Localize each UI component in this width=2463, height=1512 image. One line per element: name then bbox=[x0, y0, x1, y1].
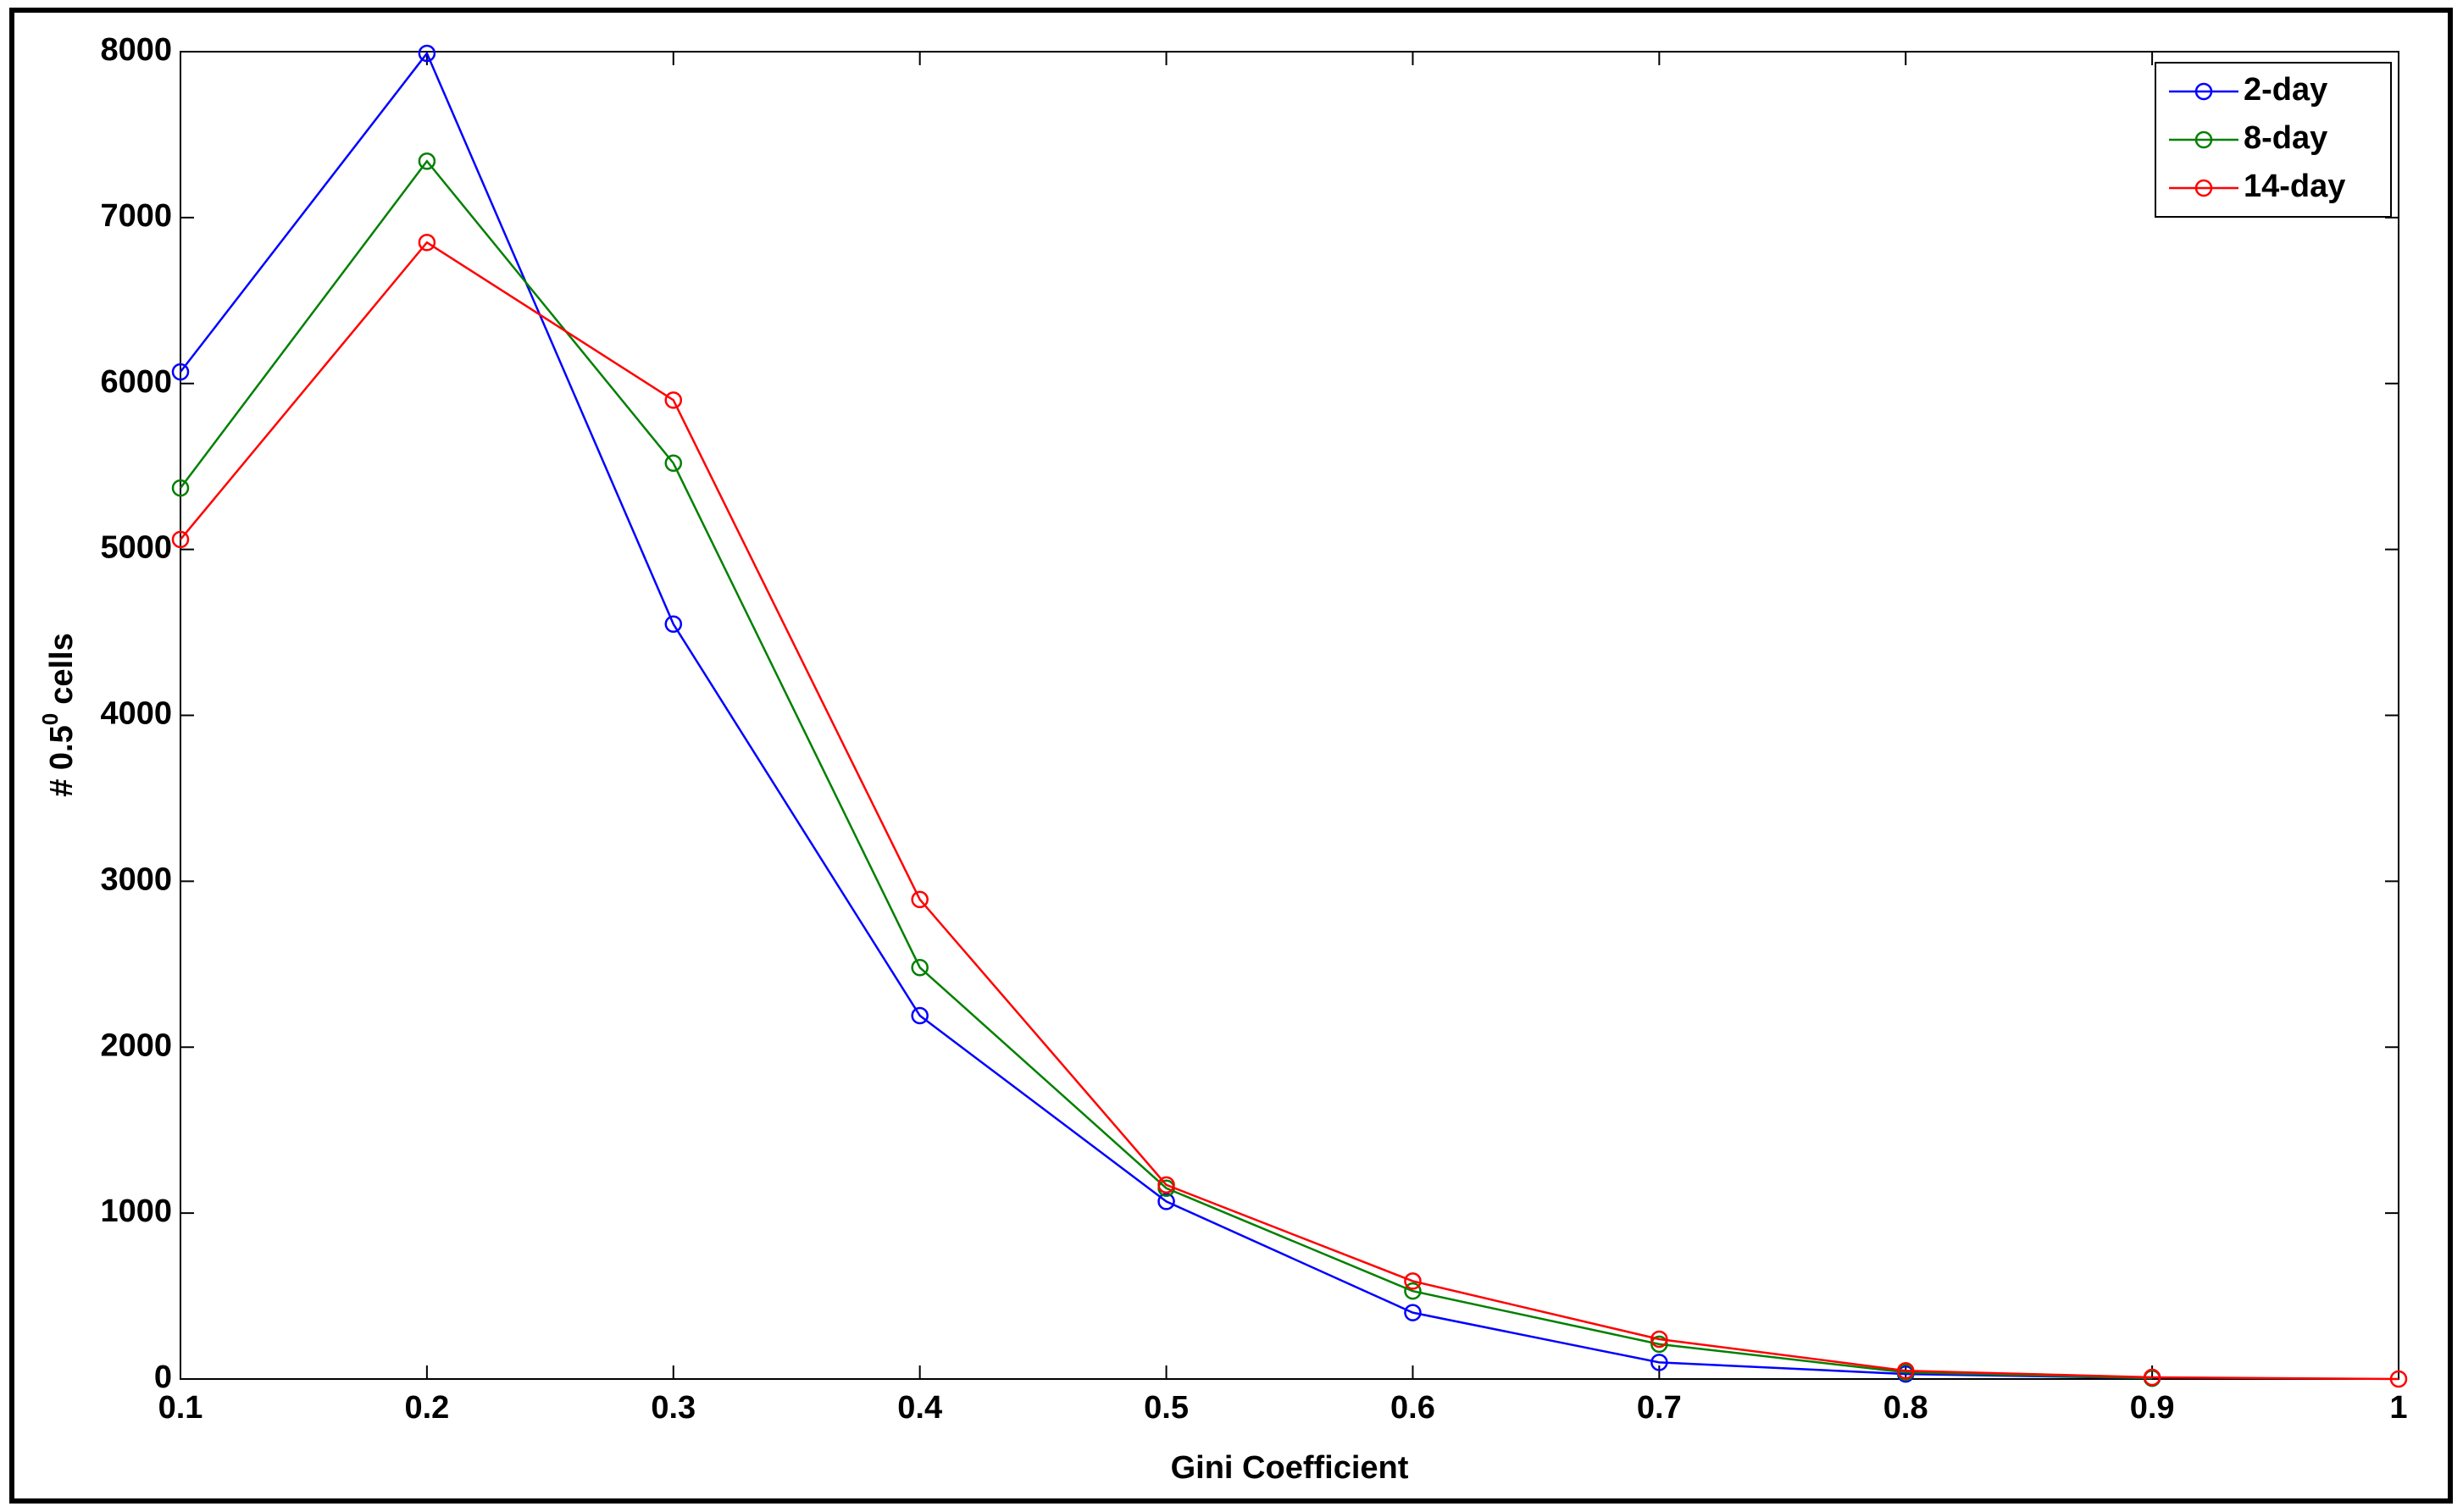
series-line bbox=[180, 241, 2399, 1381]
y-tick-label: 3000 bbox=[100, 861, 172, 897]
point bbox=[2143, 1368, 2161, 1387]
x-tick-label: 0.7 bbox=[1637, 1390, 1682, 1426]
plot-area bbox=[180, 51, 2399, 1380]
y-tick-label: 1000 bbox=[100, 1194, 172, 1229]
y-tick-label: 7000 bbox=[100, 198, 172, 234]
legend-marker bbox=[2194, 82, 2213, 101]
point bbox=[1650, 1335, 1668, 1354]
y-tick-label: 4000 bbox=[100, 696, 172, 732]
point bbox=[1650, 1354, 1668, 1371]
y-axis-label: # 0.50 cells bbox=[37, 633, 80, 797]
point bbox=[418, 44, 436, 63]
x-tick-label: 0.3 bbox=[651, 1390, 696, 1426]
point bbox=[1404, 1272, 1422, 1290]
legend-marker bbox=[2194, 130, 2213, 149]
y-label-sup: 0 bbox=[37, 713, 63, 725]
point bbox=[171, 479, 190, 497]
legend-marker bbox=[2194, 179, 2213, 197]
x-tick-label: 0.2 bbox=[404, 1390, 449, 1426]
legend-label: 8-day bbox=[2244, 120, 2327, 156]
series-line bbox=[180, 159, 2153, 1380]
point bbox=[911, 1006, 929, 1025]
y-tick-label: 2000 bbox=[100, 1027, 172, 1063]
point bbox=[911, 958, 929, 977]
y-tick-label: 8000 bbox=[100, 32, 172, 68]
point bbox=[171, 363, 190, 381]
point bbox=[664, 615, 683, 634]
point bbox=[1404, 1304, 1422, 1321]
x-tick-label: 0.8 bbox=[1883, 1390, 1928, 1426]
x-tick-label: 1 bbox=[2389, 1390, 2407, 1426]
point bbox=[664, 391, 683, 409]
point bbox=[1157, 1176, 1175, 1194]
series-line bbox=[180, 51, 2153, 1380]
point bbox=[418, 234, 436, 252]
y-label-unit: cells bbox=[44, 633, 80, 705]
point bbox=[1157, 1193, 1175, 1210]
point bbox=[418, 152, 436, 170]
x-tick-label: 0.4 bbox=[897, 1390, 942, 1426]
x-tick-label: 0.5 bbox=[1144, 1390, 1189, 1426]
point bbox=[1650, 1330, 1668, 1349]
point bbox=[2389, 1370, 2408, 1388]
y-label-main: # 0.5 bbox=[44, 725, 80, 797]
legend-label: 2-day bbox=[2244, 72, 2327, 108]
point bbox=[1896, 1361, 1915, 1380]
legend-label: 14-day bbox=[2244, 169, 2345, 204]
x-tick-label: 0.9 bbox=[2130, 1390, 2175, 1426]
y-tick-label: 0 bbox=[154, 1360, 172, 1395]
point bbox=[171, 530, 190, 549]
y-tick-label: 6000 bbox=[100, 364, 172, 400]
point bbox=[1404, 1282, 1422, 1300]
point bbox=[664, 454, 683, 473]
point bbox=[911, 890, 929, 909]
x-axis-label: Gini Coefficient bbox=[1171, 1450, 1409, 1486]
x-tick-label: 0.6 bbox=[1390, 1390, 1435, 1426]
x-tick-label: 0.1 bbox=[158, 1390, 203, 1426]
y-tick-label: 5000 bbox=[100, 530, 172, 566]
